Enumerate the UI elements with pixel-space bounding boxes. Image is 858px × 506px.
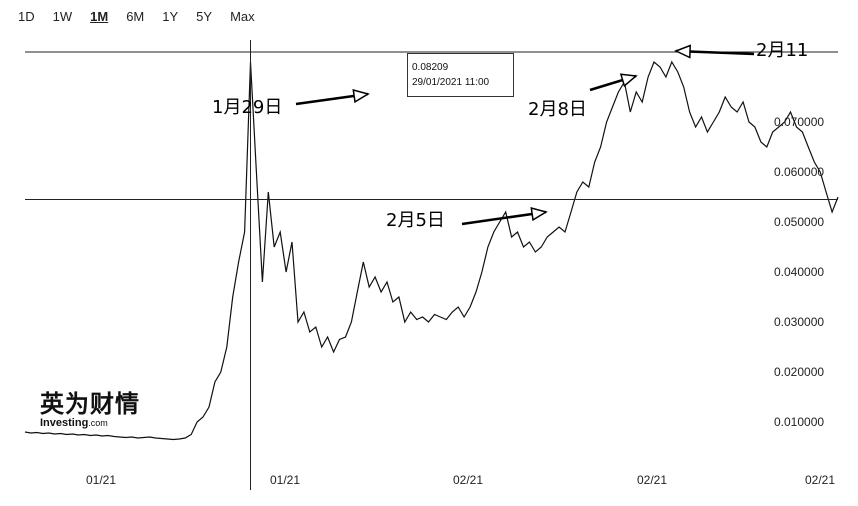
investing-logo: 英为财情 Investing.com <box>40 392 140 429</box>
annotation-label: 2月11 <box>756 40 808 61</box>
y-tick-label: 0.050000 <box>774 215 824 229</box>
range-button-6m[interactable]: 6M <box>126 9 145 24</box>
time-range-selector: 1D 1W 1M 6M 1Y 5Y Max <box>18 9 273 24</box>
range-button-1m[interactable]: 1M <box>90 9 109 24</box>
logo-english-text: Investing.com <box>40 418 140 429</box>
annotation-arrow-head <box>530 206 548 222</box>
range-button-5y[interactable]: 5Y <box>196 9 213 24</box>
range-button-1w[interactable]: 1W <box>52 9 73 24</box>
logo-chinese-text: 英为财情 <box>40 389 140 418</box>
x-tick-label: 02/21 <box>453 473 483 487</box>
price-line <box>24 60 839 441</box>
y-tick-label: 0.020000 <box>774 365 824 379</box>
y-tick-label: 0.010000 <box>774 415 824 429</box>
range-button-max[interactable]: Max <box>230 9 255 24</box>
tooltip-datetime: 29/01/2021 11:00 <box>412 77 490 88</box>
annotation-label: 1月29日 <box>212 97 282 118</box>
range-button-1d[interactable]: 1D <box>18 9 35 24</box>
y-tick-label: 0.030000 <box>774 315 824 329</box>
x-tick-label: 02/21 <box>805 473 835 487</box>
x-tick-label: 01/21 <box>270 473 300 487</box>
price-tooltip: 0.08209 29/01/2021 11:00 <box>407 53 514 97</box>
y-tick-label: 0.070000 <box>774 115 824 129</box>
range-button-1y[interactable]: 1Y <box>162 9 179 24</box>
annotation-arrow-head <box>352 88 370 104</box>
logo-english-suffix: .com <box>88 418 108 428</box>
y-tick-label: 0.040000 <box>774 265 824 279</box>
annotation-label: 2月8日 <box>528 99 587 120</box>
logo-english-name: Investing <box>40 417 89 429</box>
x-tick-label: 01/21 <box>86 473 116 487</box>
annotation-arrow-head <box>674 44 691 59</box>
y-tick-label: 0.060000 <box>774 165 824 179</box>
x-tick-label: 02/21 <box>637 473 667 487</box>
annotation-arrow-head <box>619 73 638 88</box>
annotation-label: 2月5日 <box>386 210 445 231</box>
tooltip-price: 0.08209 <box>412 62 449 73</box>
